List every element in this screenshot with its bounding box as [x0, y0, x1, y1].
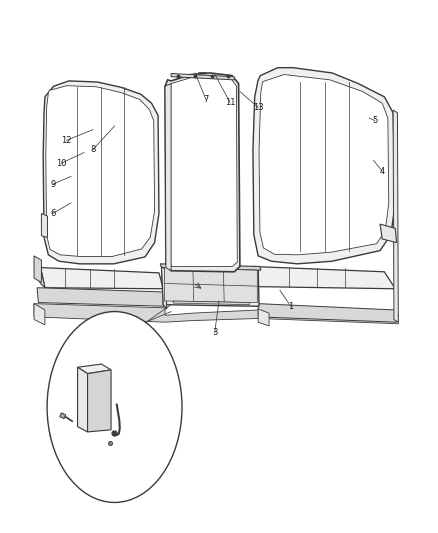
- Polygon shape: [259, 75, 389, 255]
- Polygon shape: [165, 73, 240, 272]
- Ellipse shape: [47, 312, 182, 503]
- Polygon shape: [171, 74, 234, 80]
- Polygon shape: [253, 68, 395, 264]
- Text: 12: 12: [61, 136, 72, 145]
- Polygon shape: [165, 84, 171, 271]
- Polygon shape: [37, 261, 45, 288]
- Text: 15: 15: [161, 436, 171, 445]
- Polygon shape: [37, 288, 165, 306]
- Polygon shape: [78, 364, 111, 374]
- Polygon shape: [393, 110, 398, 322]
- Text: 6: 6: [50, 209, 56, 218]
- Polygon shape: [253, 266, 258, 304]
- Text: 3: 3: [212, 328, 217, 337]
- Polygon shape: [160, 264, 261, 270]
- Polygon shape: [41, 268, 163, 289]
- Polygon shape: [380, 224, 396, 243]
- Text: 1: 1: [288, 302, 293, 311]
- Polygon shape: [60, 413, 66, 419]
- Polygon shape: [253, 266, 395, 289]
- Text: 16: 16: [74, 447, 84, 456]
- Polygon shape: [43, 81, 159, 264]
- Polygon shape: [34, 256, 42, 282]
- Text: 13: 13: [253, 103, 264, 112]
- Text: 14: 14: [47, 429, 58, 438]
- Text: 4: 4: [380, 166, 385, 175]
- Polygon shape: [162, 266, 167, 309]
- Polygon shape: [88, 370, 111, 432]
- Polygon shape: [42, 214, 47, 237]
- Text: 9: 9: [50, 180, 55, 189]
- Polygon shape: [78, 367, 88, 432]
- Text: 10: 10: [56, 159, 67, 167]
- Polygon shape: [167, 76, 237, 266]
- Text: 7: 7: [203, 95, 208, 104]
- Text: 11: 11: [225, 98, 235, 107]
- Polygon shape: [258, 304, 396, 322]
- Polygon shape: [162, 266, 259, 306]
- Text: 8: 8: [90, 146, 95, 155]
- Polygon shape: [258, 309, 269, 326]
- Polygon shape: [34, 304, 45, 325]
- Polygon shape: [46, 86, 155, 256]
- Polygon shape: [173, 301, 250, 305]
- Text: 2: 2: [92, 339, 98, 348]
- Polygon shape: [165, 268, 257, 303]
- Polygon shape: [34, 304, 398, 324]
- Text: 5: 5: [372, 116, 378, 125]
